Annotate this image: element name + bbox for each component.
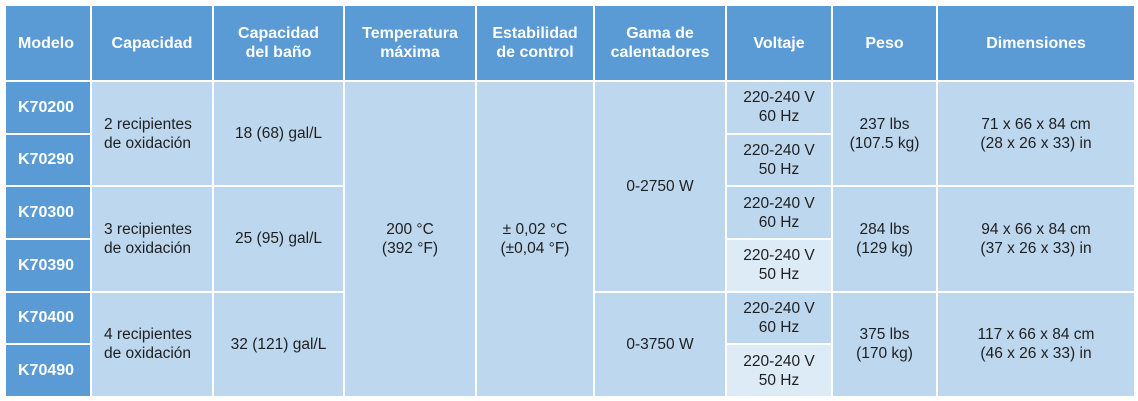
model-cell: K70200	[4, 80, 92, 135]
dimensions-cell: 94 x 66 x 84 cm (37 x 26 x 33) in	[936, 185, 1136, 293]
header-stability: Estabilidad de control	[475, 4, 595, 82]
header-max-temp-line2: máxima	[380, 44, 440, 61]
voltage-line1: 220-240 V	[743, 247, 815, 265]
capacity-line2: de oxidación	[104, 134, 192, 152]
dimensions-line2: (46 x 26 x 33) in	[980, 345, 1092, 363]
weight-line1: 284 lbs	[859, 220, 910, 238]
table-row: K70290 220-240 V 50 Hz	[4, 132, 1135, 188]
dimensions-line1: 117 x 66 x 84 cm	[977, 326, 1095, 344]
voltage-line2: 50 Hz	[758, 371, 800, 389]
voltage-line1: 220-240 V	[743, 89, 815, 107]
voltage-line1: 220-240 V	[743, 299, 815, 317]
weight-line2: (107.5 kg)	[849, 134, 920, 152]
voltage-line2: 50 Hz	[758, 160, 800, 178]
voltage-cell: 220-240 V 50 Hz	[725, 132, 833, 188]
table-row: K70400 4 recipientes de oxidación 32 (12…	[4, 290, 1136, 399]
table-row: K70300 3 recipientes de oxidación 25 (95…	[4, 185, 1136, 293]
bath-capacity-cell: 25 (95) gal/L	[212, 185, 345, 293]
model-cell: K70490	[4, 343, 92, 398]
header-bath-capacity-line1: Capacidad	[238, 25, 319, 42]
voltage-line1: 220-240 V	[743, 141, 815, 159]
weight-line1: 375 lbs	[859, 326, 910, 344]
header-heater-range-line2: calentadores	[610, 44, 710, 61]
capacity-line1: 4 recipientes	[104, 326, 192, 344]
voltage-cell: 220-240 V 60 Hz	[725, 290, 833, 346]
stability-line2: (±0,04 °F)	[500, 240, 570, 257]
dimensions-line2: (37 x 26 x 33) in	[980, 239, 1092, 257]
bath-capacity-cell: 18 (68) gal/L	[212, 79, 345, 188]
table-row: K70200 2 recipientes de oxidación 18 (68…	[4, 79, 1136, 398]
dimensions-line2: (28 x 26 x 33) in	[980, 134, 1092, 152]
voltage-cell: 220-240 V 50 Hz	[725, 343, 833, 398]
header-stability-line1: Estabilidad	[492, 25, 578, 42]
header-row: Modelo Capacidad Capacidad del baño Temp…	[4, 4, 1136, 82]
model-cell: K70400	[4, 290, 92, 346]
header-bath-capacity-line2: del baño	[245, 44, 312, 61]
capacity-cell: 4 recipientes de oxidación	[90, 290, 214, 399]
model-cell: K70290	[4, 132, 92, 188]
voltage-line2: 60 Hz	[758, 213, 800, 231]
weight-cell: 237 lbs (107.5 kg)	[831, 79, 938, 188]
header-heater-range: Gama de calentadores	[593, 4, 727, 82]
header-model: Modelo	[4, 4, 92, 82]
weight-cell: 284 lbs (129 kg)	[831, 185, 938, 293]
voltage-line2: 50 Hz	[758, 266, 800, 284]
header-heater-range-line1: Gama de	[626, 25, 694, 42]
voltage-line1: 220-240 V	[743, 194, 815, 212]
heater-range-cell: 0-3750 W	[593, 290, 727, 399]
stability-cell: ± 0,02 °C (±0,04 °F)	[475, 80, 595, 398]
voltage-cell: 220-240 V 50 Hz	[725, 237, 833, 293]
header-max-temp: Temperatura máxima	[343, 4, 477, 82]
table-row: K70390 220-240 V 50 Hz	[4, 237, 1135, 293]
voltage-line1: 220-240 V	[743, 352, 815, 370]
dimensions-cell: 117 x 66 x 84 cm (46 x 26 x 33) in	[936, 290, 1136, 399]
header-capacity: Capacidad	[90, 4, 214, 82]
header-bath-capacity: Capacidad del baño	[212, 4, 345, 82]
weight-line2: (170 kg)	[856, 345, 913, 363]
capacity-line2: de oxidación	[104, 345, 192, 363]
model-cell: K70300	[4, 185, 92, 240]
weight-line2: (129 kg)	[856, 239, 913, 257]
heater-range-cell: 0-2750 W	[593, 80, 727, 293]
table-row: K70490 220-240 V 50 Hz	[4, 343, 1135, 398]
bath-capacity-cell: 32 (121) gal/L	[212, 290, 345, 399]
voltage-line2: 60 Hz	[758, 318, 800, 336]
voltage-cell: 220-240 V 60 Hz	[725, 80, 833, 135]
stability-line1: ± 0,02 °C	[502, 221, 568, 238]
capacity-line1: 3 recipientes	[104, 220, 192, 238]
header-stability-line2: de control	[496, 44, 574, 61]
capacity-cell: 3 recipientes de oxidación	[90, 185, 214, 293]
model-cell: K70390	[4, 237, 92, 293]
max-temp-cell: 200 °C (392 °F)	[343, 80, 477, 398]
weight-cell: 375 lbs (170 kg)	[831, 290, 938, 399]
header-weight: Peso	[831, 4, 938, 82]
max-temp-line2: (392 °F)	[381, 240, 439, 257]
capacity-cell: 2 recipientes de oxidación	[90, 79, 214, 188]
dimensions-line1: 71 x 66 x 84 cm	[981, 115, 1091, 133]
header-voltage: Voltaje	[725, 4, 833, 82]
capacity-line2: de oxidación	[104, 239, 192, 257]
voltage-cell: 220-240 V 60 Hz	[725, 185, 833, 240]
max-temp-line1: 200 °C	[386, 221, 434, 238]
weight-line1: 237 lbs	[859, 115, 910, 133]
dimensions-line1: 94 x 66 x 84 cm	[981, 220, 1091, 238]
header-dimensions: Dimensiones	[936, 4, 1136, 82]
dimensions-cell: 71 x 66 x 84 cm (28 x 26 x 33) in	[936, 79, 1136, 188]
header-max-temp-line1: Temperatura	[362, 25, 458, 42]
voltage-line2: 60 Hz	[758, 108, 800, 126]
capacity-line1: 2 recipientes	[104, 115, 192, 133]
specifications-table: Modelo Capacidad Capacidad del baño Temp…	[4, 4, 1136, 399]
